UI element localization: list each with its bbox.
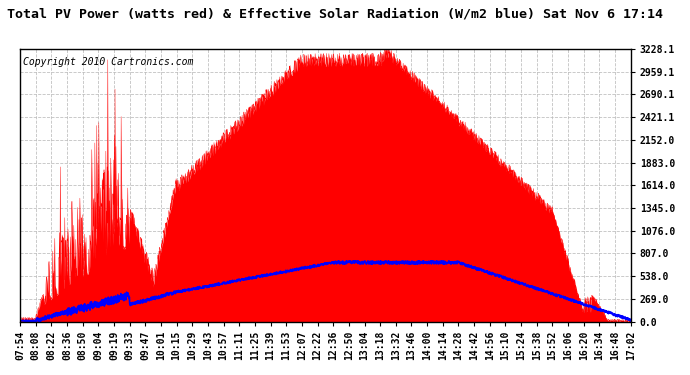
- Text: Total PV Power (watts red) & Effective Solar Radiation (W/m2 blue) Sat Nov 6 17:: Total PV Power (watts red) & Effective S…: [7, 8, 663, 21]
- Text: Copyright 2010 Cartronics.com: Copyright 2010 Cartronics.com: [23, 57, 193, 67]
